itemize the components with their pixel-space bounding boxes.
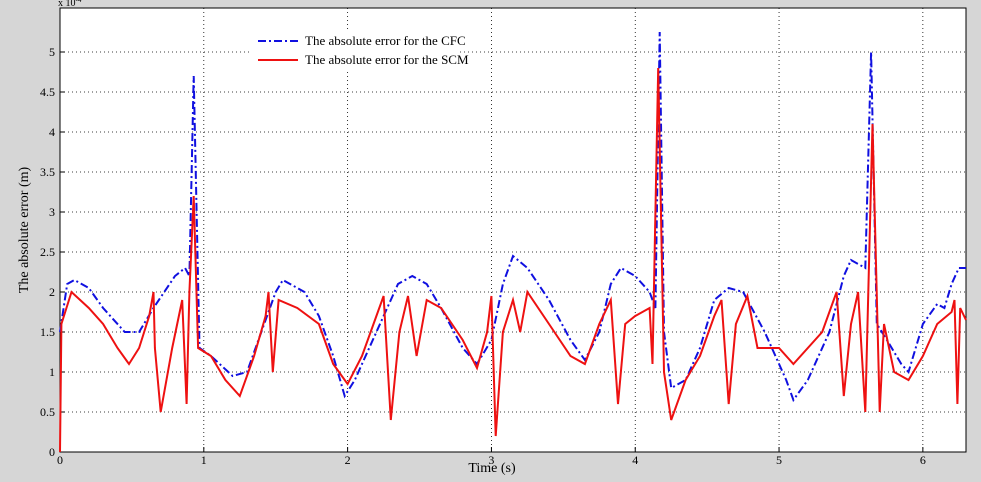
x-tick-label: 2 bbox=[345, 453, 351, 467]
x-tick-label: 4 bbox=[632, 453, 638, 467]
y-tick-label: 0 bbox=[49, 445, 55, 459]
y-tick-label: 1 bbox=[49, 365, 55, 379]
y-tick-label: 0.5 bbox=[40, 405, 55, 419]
x-tick-label: 1 bbox=[201, 453, 207, 467]
y-tick-label: 4.5 bbox=[40, 85, 55, 99]
y-axis-label: The absolute error (m) bbox=[17, 166, 32, 293]
x-axis-label: Time (s) bbox=[468, 461, 516, 476]
y-tick-label: 5 bbox=[49, 45, 55, 59]
plot-area bbox=[59, 7, 967, 453]
y-multiplier: x 10-4 bbox=[58, 0, 82, 9]
y-multiplier-base: x 10 bbox=[58, 0, 76, 9]
line-series bbox=[59, 31, 966, 403]
y-tick-label: 2 bbox=[49, 285, 55, 299]
x-tick-label: 6 bbox=[920, 453, 926, 467]
x-tick-label: 0 bbox=[57, 453, 63, 467]
y-tick-label: 3 bbox=[49, 205, 55, 219]
y-tick-label: 3.5 bbox=[40, 165, 55, 179]
x-tick-label: 3 bbox=[488, 453, 494, 467]
y-tick-label: 4 bbox=[49, 125, 55, 139]
y-tick-label: 2.5 bbox=[40, 245, 55, 259]
legend-label: The absolute error for the SCM bbox=[305, 52, 469, 67]
line-series bbox=[59, 67, 967, 453]
legend-label: The absolute error for the CFC bbox=[305, 33, 466, 48]
x-tick-label: 5 bbox=[776, 453, 782, 467]
y-multiplier-exponent: -4 bbox=[76, 0, 82, 4]
y-tick-label: 1.5 bbox=[40, 325, 55, 339]
legend-box bbox=[250, 30, 460, 70]
